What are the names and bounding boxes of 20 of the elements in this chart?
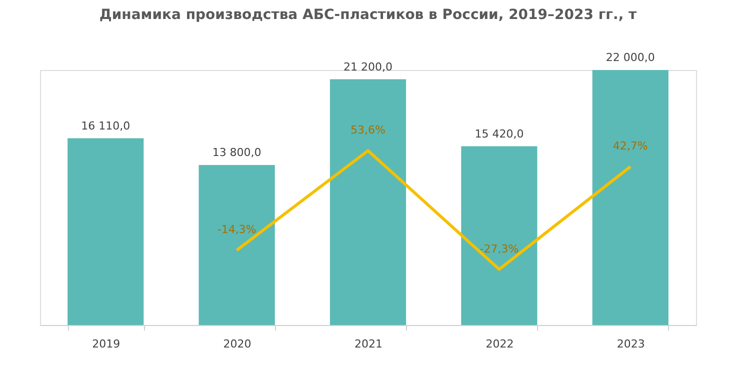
data-label: 22 000,0: [606, 51, 655, 64]
data-label: 42,7%: [612, 140, 648, 153]
bar: [592, 70, 668, 325]
chart-title: Динамика производства АБС-пластиков в России, 2019–2023 гг., т: [99, 7, 638, 23]
x-tick-label: 2022: [486, 338, 514, 350]
data-label: 53,6%: [350, 124, 386, 137]
data-label: 15 420,0: [474, 127, 524, 140]
data-label: -27,3%: [480, 242, 519, 256]
bar: [461, 146, 538, 325]
x-tick-label: 2020: [223, 338, 252, 350]
x-tick-label: 2023: [616, 338, 645, 350]
bar: [330, 79, 406, 325]
x-tick-label: 2019: [92, 338, 120, 350]
data-label: 13 800,0: [212, 146, 262, 160]
bar: [198, 165, 275, 325]
bar: [68, 138, 144, 325]
data-label: 16 110,0: [81, 119, 130, 132]
x-tick-label: 2021: [354, 338, 382, 350]
data-label: 21 200,0: [344, 60, 392, 74]
data-label: -14,3%: [217, 223, 256, 236]
